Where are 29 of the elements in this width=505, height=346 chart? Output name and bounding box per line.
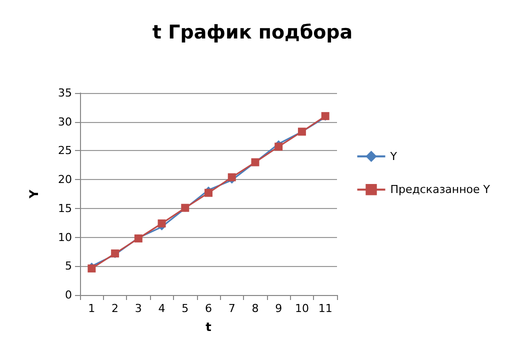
y-tick-label: 25 (58, 144, 72, 158)
y-axis-title: Y (27, 189, 41, 200)
y-tick-label: 15 (58, 202, 72, 215)
x-axis-title: t (206, 320, 212, 334)
x-tick-label: 11 (318, 302, 332, 315)
x-tick-label: 9 (275, 302, 282, 315)
chart-title: t График подбора (152, 22, 353, 44)
legend-label: Предсказанное Y (390, 183, 490, 196)
x-tick-label: 1 (88, 302, 96, 315)
point (204, 188, 212, 197)
y-tick-label: 10 (58, 230, 72, 244)
x-tick-label: 2 (112, 302, 119, 315)
x-tick-label: 10 (294, 302, 309, 315)
y-tick-label: 35 (58, 86, 72, 100)
x-tick-label: 3 (134, 302, 142, 315)
point (228, 173, 236, 182)
x-tick-label: 4 (158, 302, 166, 315)
point (88, 264, 96, 272)
x-tick-label: 5 (182, 302, 189, 315)
point (274, 142, 283, 151)
y-tick-label: 5 (65, 260, 72, 273)
point (158, 219, 166, 228)
y-tick-label: 30 (58, 115, 72, 128)
x-tick-label: 6 (205, 302, 212, 315)
x-tick-label: 7 (228, 302, 236, 315)
y-tick-label: 0 (65, 288, 72, 302)
legend-label: Y (389, 150, 398, 163)
x-tick-label: 8 (252, 302, 259, 315)
y-tick-label: 20 (58, 173, 72, 186)
